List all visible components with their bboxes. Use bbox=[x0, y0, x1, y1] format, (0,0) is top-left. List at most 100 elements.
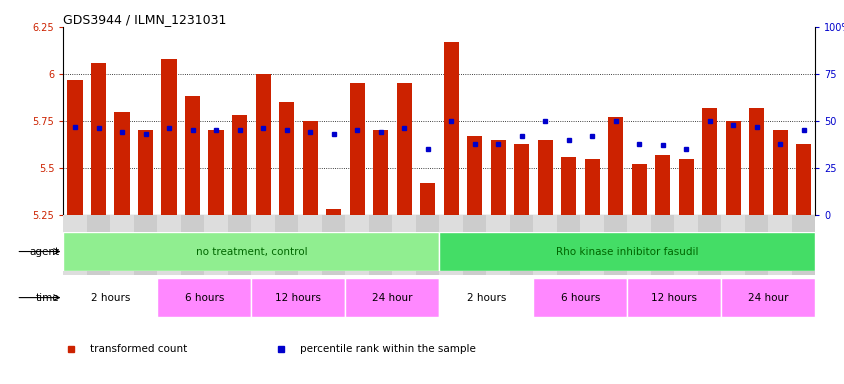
Bar bbox=[63, 278, 157, 317]
Bar bbox=[345, 278, 439, 317]
Text: 24 hour: 24 hour bbox=[747, 293, 787, 303]
Text: no treatment, control: no treatment, control bbox=[195, 247, 307, 257]
Bar bbox=[415, 215, 439, 275]
Bar bbox=[114, 112, 130, 215]
Bar bbox=[463, 27, 486, 215]
Bar bbox=[650, 27, 674, 215]
Bar bbox=[744, 27, 767, 215]
Bar bbox=[748, 108, 764, 215]
Bar bbox=[111, 27, 133, 215]
Bar bbox=[767, 27, 791, 215]
Bar bbox=[603, 27, 626, 215]
Bar bbox=[580, 215, 603, 275]
Bar bbox=[252, 27, 274, 215]
Bar bbox=[443, 42, 458, 215]
Bar bbox=[509, 215, 533, 275]
Text: 2 hours: 2 hours bbox=[466, 293, 506, 303]
Bar bbox=[63, 232, 439, 271]
Bar bbox=[181, 27, 204, 215]
Bar bbox=[111, 215, 133, 275]
Bar bbox=[439, 278, 533, 317]
Bar bbox=[91, 63, 106, 215]
Bar bbox=[63, 27, 87, 215]
Bar bbox=[467, 136, 482, 215]
Text: 6 hours: 6 hours bbox=[185, 293, 224, 303]
Bar bbox=[556, 27, 580, 215]
Bar bbox=[302, 121, 317, 215]
Bar bbox=[584, 159, 599, 215]
Bar bbox=[208, 130, 224, 215]
Bar bbox=[133, 27, 157, 215]
Bar bbox=[537, 140, 552, 215]
Bar bbox=[630, 164, 646, 215]
Bar bbox=[725, 121, 740, 215]
Bar bbox=[274, 27, 298, 215]
Bar bbox=[771, 130, 787, 215]
Bar bbox=[87, 27, 111, 215]
Bar bbox=[626, 278, 721, 317]
Bar bbox=[463, 215, 486, 275]
Text: 2 hours: 2 hours bbox=[90, 293, 130, 303]
Bar bbox=[161, 59, 176, 215]
Bar bbox=[608, 117, 623, 215]
Bar bbox=[509, 27, 533, 215]
Bar bbox=[322, 215, 345, 275]
Bar bbox=[372, 130, 388, 215]
Bar bbox=[298, 215, 322, 275]
Bar bbox=[87, 215, 111, 275]
Bar bbox=[674, 27, 697, 215]
Bar bbox=[556, 215, 580, 275]
Text: agent: agent bbox=[29, 247, 59, 257]
Bar bbox=[345, 27, 369, 215]
Bar bbox=[345, 215, 369, 275]
Bar bbox=[138, 130, 153, 215]
Bar bbox=[626, 215, 650, 275]
Bar bbox=[181, 215, 204, 275]
Bar bbox=[279, 102, 294, 215]
Bar bbox=[533, 215, 556, 275]
Text: Rho kinase inhibitor fasudil: Rho kinase inhibitor fasudil bbox=[555, 247, 698, 257]
Bar bbox=[439, 27, 463, 215]
Text: GDS3944 / ILMN_1231031: GDS3944 / ILMN_1231031 bbox=[63, 13, 226, 26]
Bar bbox=[232, 115, 247, 215]
Bar bbox=[392, 215, 415, 275]
Bar bbox=[603, 215, 626, 275]
Bar bbox=[439, 232, 814, 271]
Text: 12 hours: 12 hours bbox=[651, 293, 696, 303]
Bar bbox=[369, 27, 392, 215]
Bar bbox=[678, 159, 693, 215]
Bar bbox=[63, 215, 87, 275]
Bar bbox=[255, 74, 270, 215]
Bar bbox=[298, 27, 322, 215]
Bar bbox=[133, 215, 157, 275]
Bar bbox=[252, 278, 345, 317]
Text: percentile rank within the sample: percentile rank within the sample bbox=[300, 344, 475, 354]
Bar bbox=[157, 278, 252, 317]
Bar bbox=[392, 27, 415, 215]
Bar bbox=[650, 215, 674, 275]
Bar bbox=[744, 215, 767, 275]
Bar bbox=[157, 27, 181, 215]
Bar bbox=[228, 215, 252, 275]
Bar bbox=[349, 83, 365, 215]
Bar bbox=[228, 27, 252, 215]
Bar bbox=[791, 27, 814, 215]
Bar bbox=[419, 183, 435, 215]
Bar bbox=[274, 215, 298, 275]
Text: transformed count: transformed count bbox=[89, 344, 187, 354]
Bar bbox=[654, 155, 669, 215]
Bar bbox=[533, 27, 556, 215]
Bar bbox=[721, 215, 744, 275]
Bar bbox=[697, 215, 721, 275]
Bar bbox=[204, 215, 228, 275]
Bar bbox=[486, 27, 509, 215]
Bar bbox=[68, 79, 83, 215]
Bar bbox=[701, 108, 717, 215]
Text: 24 hour: 24 hour bbox=[371, 293, 412, 303]
Bar bbox=[580, 27, 603, 215]
Bar bbox=[791, 215, 814, 275]
Bar bbox=[185, 96, 200, 215]
Bar bbox=[326, 209, 341, 215]
Bar bbox=[721, 278, 814, 317]
Bar bbox=[795, 144, 810, 215]
